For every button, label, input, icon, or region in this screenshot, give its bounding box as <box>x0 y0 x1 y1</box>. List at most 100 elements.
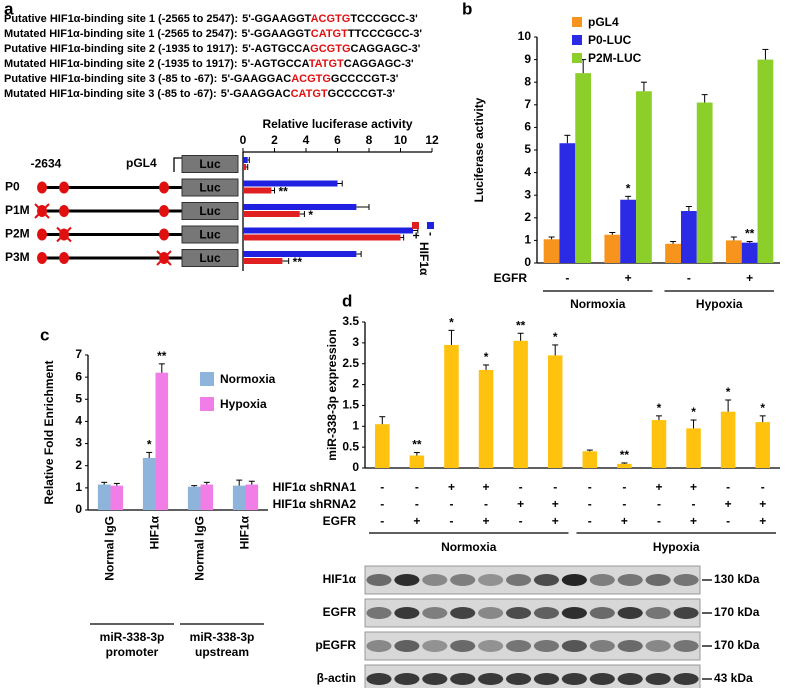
y-tick-label: 3 <box>524 187 531 201</box>
legend-swatch <box>572 35 582 45</box>
condition-value: - <box>415 480 419 494</box>
x-tick-label: - <box>687 271 691 285</box>
binding-site <box>59 181 69 194</box>
bar <box>187 486 201 510</box>
luc-label: Luc <box>199 157 221 171</box>
blot-strip <box>364 664 701 688</box>
bar <box>547 355 563 468</box>
y-tick-label: 7 <box>75 347 82 361</box>
blot-band <box>533 673 560 685</box>
construct-label: pGL4 <box>126 156 157 170</box>
luc-label: Luc <box>199 251 221 265</box>
condition-value: - <box>380 480 384 494</box>
sequence-label: Putative HIF1α-binding site 3 (-85 to -6… <box>4 73 217 85</box>
sequence-after: GCCCCGT-3' <box>328 88 396 100</box>
bar <box>478 369 494 468</box>
blot-size: 170 kDa <box>714 605 760 619</box>
condition-value: + <box>690 514 697 528</box>
blot-band <box>366 607 392 619</box>
bar <box>155 372 169 510</box>
condition-value: - <box>380 497 384 511</box>
condition-value: - <box>726 480 730 494</box>
row-label: EGFR <box>494 271 528 285</box>
condition-value: - <box>484 497 488 511</box>
condition-value: + <box>448 480 455 494</box>
condition-value: + <box>759 514 766 528</box>
sequence-site: TATGT <box>309 58 344 70</box>
significance: * <box>553 330 558 344</box>
bar <box>665 243 681 263</box>
bar <box>200 484 214 510</box>
sequence-label: Mutated HIF1α-binding site 1 (-2565 to 2… <box>4 28 238 40</box>
y-tick-label: 2 <box>524 210 531 224</box>
group-label: Hypoxia <box>653 540 700 554</box>
legend-swatch <box>200 372 214 386</box>
legend-label: Normoxia <box>220 372 276 386</box>
condition-value: + <box>483 480 490 494</box>
blot-band <box>422 673 448 685</box>
condition-value: - <box>553 480 557 494</box>
blot-strip <box>364 598 701 628</box>
significance: ** <box>279 185 289 199</box>
condition-value: + <box>690 480 697 494</box>
condition-value: - <box>622 480 626 494</box>
significance: * <box>726 385 731 399</box>
sequence-before: 5'-GAAGGAC <box>221 88 291 100</box>
bar <box>651 420 667 468</box>
group-label: promoter <box>106 645 159 659</box>
significance: * <box>657 401 662 415</box>
condition-value: - <box>449 497 453 511</box>
mutation-cross <box>56 226 72 243</box>
bar <box>636 91 652 264</box>
blot-band <box>645 640 671 652</box>
blot-band <box>589 673 615 685</box>
sequence-after: CAGGAGC-3' <box>351 43 421 55</box>
blot-band <box>617 574 643 586</box>
condition-value: + <box>725 497 732 511</box>
significance: ** <box>620 448 630 462</box>
bar <box>680 211 697 263</box>
significance: ** <box>745 227 755 241</box>
y-tick-label: 1 <box>352 418 359 432</box>
blot-band <box>505 607 532 619</box>
binding-site <box>159 228 169 241</box>
x-tick-label: Normal IgG <box>103 516 117 581</box>
x-tick-label: 0 <box>240 133 247 147</box>
blot-label: pEGFR <box>315 638 356 652</box>
x-tick-label: 8 <box>366 133 373 147</box>
bar <box>559 143 576 263</box>
sequence-line: Putative HIF1α-binding site 3 (-85 to -6… <box>4 73 399 85</box>
y-tick-label: 2.5 <box>342 356 359 370</box>
y-tick-label: 2 <box>352 377 359 391</box>
x-tick-label: + <box>746 271 753 285</box>
blot-band <box>422 607 448 619</box>
x-tick-label: 10 <box>394 133 408 147</box>
bar <box>245 484 259 510</box>
condition-value: - <box>519 480 523 494</box>
group-label: Hypoxia <box>696 297 743 311</box>
y-tick-label: 10 <box>518 29 532 43</box>
blot-size: 170 kDa <box>714 638 760 652</box>
bar <box>696 102 713 263</box>
blot-band <box>394 673 420 685</box>
bar <box>444 344 459 468</box>
blot-band <box>394 607 420 619</box>
binding-site <box>37 181 47 194</box>
x-tick-label: Normal IgG <box>193 516 207 581</box>
condition-value: + <box>621 514 628 528</box>
significance: * <box>760 401 765 415</box>
condition-value: + <box>552 514 559 528</box>
bar <box>232 485 246 510</box>
blot-band <box>589 574 615 586</box>
blot-label: HIF1α <box>323 572 357 586</box>
condition-value: - <box>692 497 696 511</box>
blot-band <box>533 640 560 652</box>
luc-box <box>181 202 239 220</box>
blot-band <box>450 640 476 652</box>
blot-band <box>617 607 643 619</box>
condition-value: + <box>483 514 490 528</box>
blot-band <box>533 607 560 619</box>
sequence-before: 5'-GGAAGGT <box>242 13 312 25</box>
condition-value: - <box>761 480 765 494</box>
condition-value: + <box>655 480 662 494</box>
